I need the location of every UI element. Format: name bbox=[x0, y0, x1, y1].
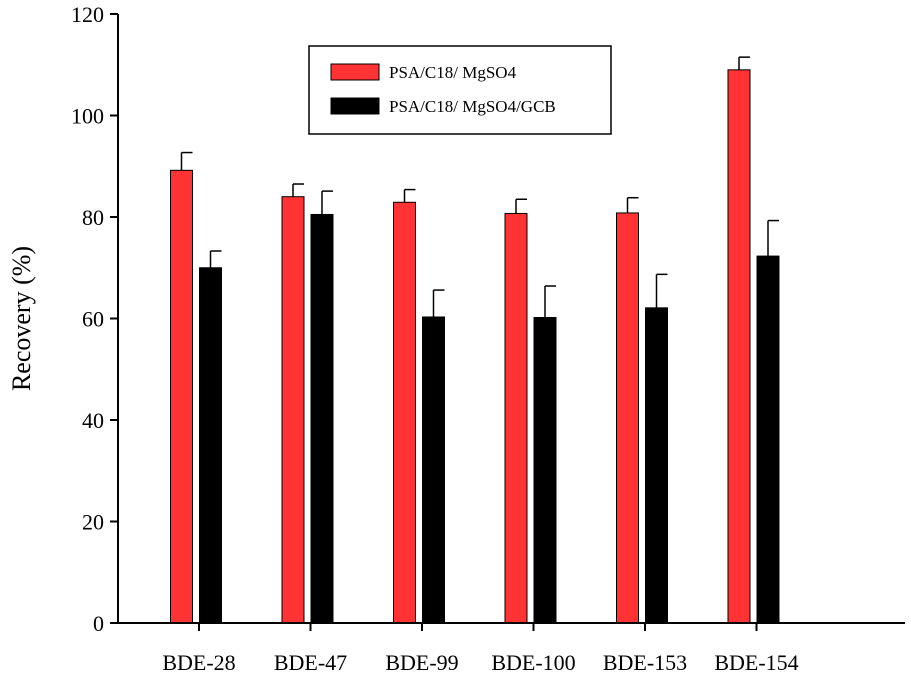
legend-label-psa-c18-mgso4-gcb: PSA/C18/ MgSO4/GCB bbox=[389, 97, 556, 116]
bar bbox=[199, 267, 222, 624]
bar bbox=[281, 196, 305, 624]
x-tick-label: BDE-153 bbox=[603, 650, 687, 675]
y-tick-label: 80 bbox=[82, 205, 104, 230]
bar bbox=[645, 307, 668, 624]
bar bbox=[504, 212, 528, 624]
legend-box bbox=[308, 45, 612, 135]
y-tick-label: 0 bbox=[93, 611, 104, 636]
x-tick-label: BDE-154 bbox=[714, 650, 798, 675]
bar bbox=[310, 213, 334, 624]
y-tick-label: 20 bbox=[82, 510, 104, 535]
legend: PSA/C18/ MgSO4 PSA/C18/ MgSO4/GCB bbox=[308, 45, 612, 135]
y-ticks: 0 20 40 60 80 100 120 bbox=[71, 2, 118, 636]
y-axis-title: Recovery (%) bbox=[7, 246, 36, 391]
x-tick-label: BDE-47 bbox=[274, 650, 347, 675]
x-tick-label: BDE-28 bbox=[162, 650, 235, 675]
bars-layer bbox=[170, 69, 780, 624]
bar bbox=[393, 201, 416, 624]
bar bbox=[422, 316, 445, 624]
bar bbox=[756, 255, 780, 624]
legend-swatch-psa-c18-mgso4-gcb bbox=[330, 97, 380, 115]
bar bbox=[727, 69, 751, 624]
legend-swatch-psa-c18-mgso4 bbox=[330, 63, 380, 81]
bar bbox=[616, 212, 639, 624]
y-tick-label: 60 bbox=[82, 307, 104, 332]
y-tick-label: 100 bbox=[71, 104, 104, 129]
y-tick-label: 40 bbox=[82, 408, 104, 433]
y-tick-label: 120 bbox=[71, 2, 104, 27]
error-bars-layer bbox=[180, 56, 779, 318]
bar bbox=[533, 316, 557, 624]
legend-label-psa-c18-mgso4: PSA/C18/ MgSO4 bbox=[389, 63, 517, 82]
x-ticks: BDE-28 BDE-47 BDE-99 BDE-100 BDE-153 BDE-154 bbox=[162, 623, 799, 675]
x-tick-label: BDE-100 bbox=[491, 650, 575, 675]
bar bbox=[170, 169, 193, 624]
x-tick-label: BDE-99 bbox=[385, 650, 458, 675]
